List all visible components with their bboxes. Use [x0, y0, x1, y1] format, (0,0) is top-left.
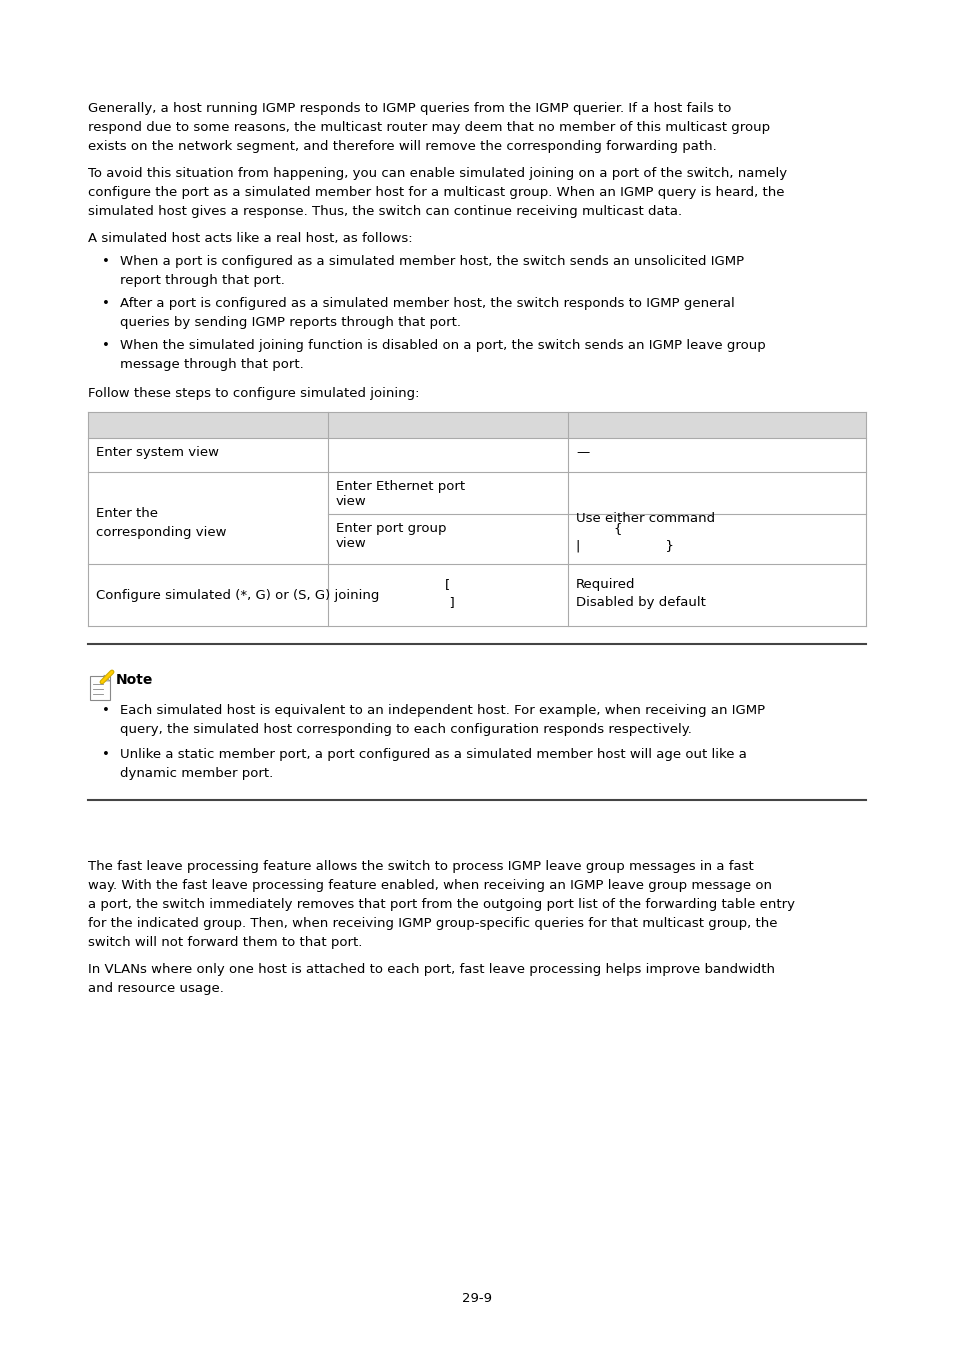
Bar: [88, 564, 865, 626]
Text: and resource usage.: and resource usage.: [88, 981, 224, 995]
Text: report through that port.: report through that port.: [120, 274, 285, 288]
Text: After a port is configured as a simulated member host, the switch responds to IG: After a port is configured as a simulate…: [120, 297, 734, 310]
Text: {: {: [613, 522, 620, 535]
Text: The fast leave processing feature allows the switch to process IGMP leave group : The fast leave processing feature allows…: [88, 860, 753, 873]
Text: Required: Required: [576, 578, 635, 591]
Text: Disabled by default: Disabled by default: [576, 595, 705, 609]
Text: way. With the fast leave processing feature enabled, when receiving an IGMP leav: way. With the fast leave processing feat…: [88, 879, 771, 892]
Text: queries by sending IGMP reports through that port.: queries by sending IGMP reports through …: [120, 316, 460, 329]
Text: •: •: [102, 297, 110, 310]
Text: dynamic member port.: dynamic member port.: [120, 767, 273, 780]
Bar: [88, 412, 865, 437]
Text: Enter port group
view: Enter port group view: [335, 522, 446, 549]
Text: Enter system view: Enter system view: [96, 446, 219, 459]
Bar: [88, 472, 865, 564]
Text: Enter the
corresponding view: Enter the corresponding view: [96, 508, 226, 539]
Text: Use either command: Use either command: [576, 512, 715, 525]
Text: •: •: [102, 748, 110, 761]
Text: message through that port.: message through that port.: [120, 358, 303, 371]
Text: query, the simulated host corresponding to each configuration responds respectiv: query, the simulated host corresponding …: [120, 724, 691, 736]
Text: Generally, a host running IGMP responds to IGMP queries from the IGMP querier. I: Generally, a host running IGMP responds …: [88, 103, 731, 115]
Text: When a port is configured as a simulated member host, the switch sends an unsoli: When a port is configured as a simulated…: [120, 255, 743, 269]
Text: Enter Ethernet port
view: Enter Ethernet port view: [335, 481, 465, 508]
Text: •: •: [102, 255, 110, 269]
Text: Configure simulated (*, G) or (S, G) joining: Configure simulated (*, G) or (S, G) joi…: [96, 589, 379, 602]
Text: ]: ]: [440, 595, 455, 609]
Text: A simulated host acts like a real host, as follows:: A simulated host acts like a real host, …: [88, 232, 413, 244]
Text: respond due to some reasons, the multicast router may deem that no member of thi: respond due to some reasons, the multica…: [88, 122, 769, 134]
Text: Follow these steps to configure simulated joining:: Follow these steps to configure simulate…: [88, 387, 419, 400]
Text: When the simulated joining function is disabled on a port, the switch sends an I: When the simulated joining function is d…: [120, 339, 765, 352]
Text: In VLANs where only one host is attached to each port, fast leave processing hel: In VLANs where only one host is attached…: [88, 963, 774, 976]
Text: |                    }: | }: [576, 540, 673, 553]
Text: exists on the network segment, and therefore will remove the corresponding forwa: exists on the network segment, and there…: [88, 140, 716, 153]
Text: Note: Note: [116, 674, 153, 687]
Text: a port, the switch immediately removes that port from the outgoing port list of : a port, the switch immediately removes t…: [88, 898, 794, 911]
Text: for the indicated group. Then, when receiving IGMP group-specific queries for th: for the indicated group. Then, when rece…: [88, 917, 777, 930]
Text: •: •: [102, 339, 110, 352]
Polygon shape: [104, 675, 110, 680]
Text: configure the port as a simulated member host for a multicast group. When an IGM: configure the port as a simulated member…: [88, 186, 783, 198]
Text: •: •: [102, 703, 110, 717]
Text: To avoid this situation from happening, you can enable simulated joining on a po: To avoid this situation from happening, …: [88, 167, 786, 180]
Text: —: —: [576, 446, 589, 459]
Text: Each simulated host is equivalent to an independent host. For example, when rece: Each simulated host is equivalent to an …: [120, 703, 764, 717]
Bar: [88, 437, 865, 472]
Text: [: [: [445, 578, 450, 591]
FancyBboxPatch shape: [90, 676, 110, 701]
Text: Unlike a static member port, a port configured as a simulated member host will a: Unlike a static member port, a port conf…: [120, 748, 746, 761]
Text: 29-9: 29-9: [461, 1292, 492, 1305]
Text: switch will not forward them to that port.: switch will not forward them to that por…: [88, 936, 362, 949]
Text: simulated host gives a response. Thus, the switch can continue receiving multica: simulated host gives a response. Thus, t…: [88, 205, 681, 217]
